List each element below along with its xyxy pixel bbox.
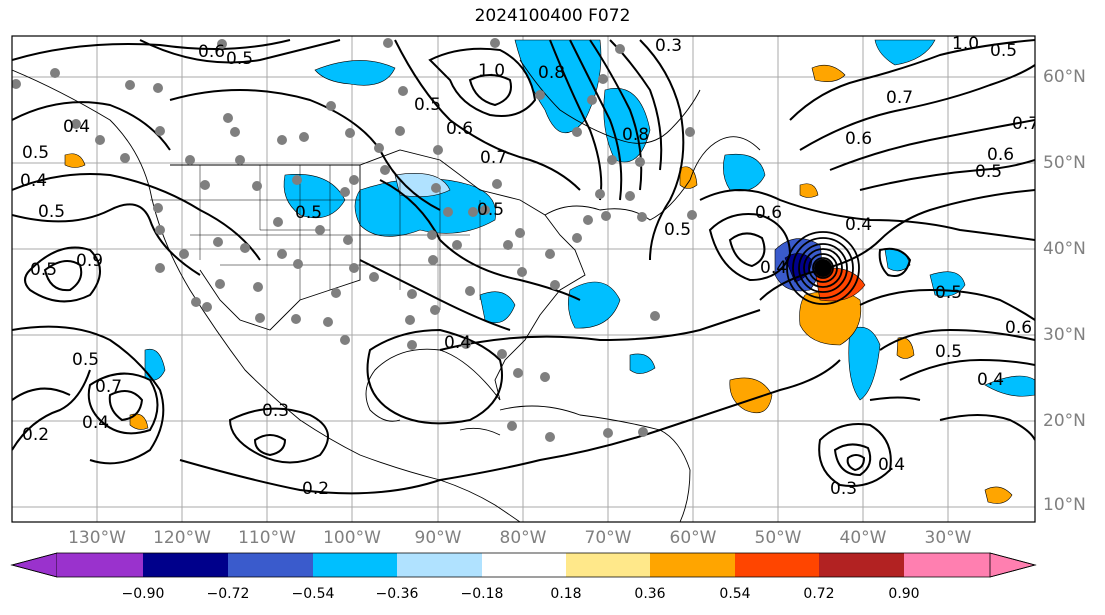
contour-label: 0.5 bbox=[22, 143, 49, 163]
lat-label: 30°N bbox=[1043, 325, 1086, 345]
contour-label: 0.7 bbox=[95, 377, 122, 397]
lon-label: 30°W bbox=[924, 528, 972, 548]
contour-label: 0.5 bbox=[414, 95, 441, 115]
contour-label: 0.4 bbox=[444, 333, 471, 353]
contour-label: 0.6 bbox=[198, 42, 225, 62]
contour-label: 0.6 bbox=[1005, 318, 1032, 338]
lon-label: 40°W bbox=[839, 528, 887, 548]
lon-label: 80°W bbox=[499, 528, 547, 548]
lon-label: 100°W bbox=[323, 528, 381, 548]
contour-label-group: 0.6 0.5 0.3 1.0 0.8 0.8 0.5 0.6 0.7 1.0 … bbox=[20, 34, 1039, 499]
colorbar-tick-label: 0.36 bbox=[634, 586, 666, 602]
lon-label: 50°W bbox=[754, 528, 802, 548]
contour-label: 0.8 bbox=[538, 63, 565, 83]
contour-label: 0.5 bbox=[664, 220, 691, 240]
lon-label: 90°W bbox=[414, 528, 462, 548]
map-title: 2024100400 F072 bbox=[474, 6, 631, 26]
contour-label: 0.4 bbox=[20, 171, 47, 191]
contour-label: 0.7 bbox=[1012, 114, 1039, 134]
gridlines bbox=[12, 36, 1035, 522]
contour-label: 0.4 bbox=[878, 455, 905, 475]
colorbar-tick-label: −0.36 bbox=[375, 586, 419, 602]
colorbar-tick-label: 0.90 bbox=[888, 586, 920, 602]
colorbar-segment bbox=[482, 553, 566, 577]
colorbar-segment bbox=[143, 553, 228, 577]
contour-label: 0.5 bbox=[72, 350, 99, 370]
colorbar-tick-label: −0.90 bbox=[121, 586, 165, 602]
colorbar-tick-label: −0.72 bbox=[206, 586, 250, 602]
contour-label: 0.7 bbox=[886, 88, 913, 108]
colorbar-segment bbox=[313, 553, 397, 577]
lon-label: 110°W bbox=[238, 528, 296, 548]
colorbar-segment bbox=[57, 553, 143, 577]
contour-label: 0.5 bbox=[935, 342, 962, 362]
colorbar-segment bbox=[650, 553, 735, 577]
state-borders bbox=[150, 165, 520, 310]
colorbar-tick-label: 0.72 bbox=[803, 586, 835, 602]
contour-label: 0.5 bbox=[935, 283, 962, 303]
colorbar-segment bbox=[735, 553, 819, 577]
lat-label: 40°N bbox=[1043, 239, 1086, 259]
contour-label: 0.7 bbox=[480, 148, 507, 168]
contour-label: 1.0 bbox=[952, 34, 979, 54]
contour-label: 0.4 bbox=[82, 413, 109, 433]
colorbar-extend-low bbox=[10, 552, 58, 578]
colorbar-extend-high bbox=[989, 552, 1037, 578]
colorbar-tick-label: −0.18 bbox=[460, 586, 504, 602]
colorbar-tick-label: 0.54 bbox=[719, 586, 751, 602]
contour-label: 0.9 bbox=[76, 251, 103, 271]
contour-label: 0.4 bbox=[977, 370, 1004, 390]
cyclone-contours bbox=[786, 231, 860, 305]
contour-label: 0.5 bbox=[975, 162, 1002, 182]
contour-label: 0.5 bbox=[30, 260, 57, 280]
contour-label: 0.4 bbox=[845, 215, 872, 235]
contour-label: 0.6 bbox=[755, 203, 782, 223]
lon-label: 120°W bbox=[153, 528, 211, 548]
contour-label: 0.2 bbox=[22, 425, 49, 445]
contour-label: 0.3 bbox=[262, 401, 289, 421]
colorbar-segment bbox=[228, 553, 313, 577]
colorbar-segment bbox=[397, 553, 482, 577]
contour-label: 0.6 bbox=[987, 145, 1014, 165]
contour-label: 0.5 bbox=[38, 202, 65, 222]
contour-label: 0.4 bbox=[63, 117, 90, 137]
contour-label: 0.6 bbox=[845, 129, 872, 149]
contour-label: 0.5 bbox=[226, 49, 253, 69]
contour-label: 0.2 bbox=[302, 479, 329, 499]
lat-label: 10°N bbox=[1043, 495, 1086, 515]
lon-label: 130°W bbox=[68, 528, 126, 548]
contour-label: 0.8 bbox=[622, 125, 649, 145]
contour-label: 0.5 bbox=[477, 200, 504, 220]
colorbar-segment bbox=[904, 553, 990, 577]
lat-label: 50°N bbox=[1043, 153, 1086, 173]
colorbar-segment bbox=[819, 553, 904, 577]
station-dots bbox=[12, 38, 697, 442]
contour-label: 0.5 bbox=[990, 41, 1017, 61]
colorbar-segment bbox=[566, 553, 650, 577]
contour-label: 0.3 bbox=[830, 479, 857, 499]
contour-lines bbox=[12, 39, 1035, 495]
coastlines bbox=[12, 59, 761, 522]
cyclone-center-marker bbox=[814, 259, 832, 277]
lat-label: 20°N bbox=[1043, 411, 1086, 431]
contour-label: 0.6 bbox=[446, 119, 473, 139]
lat-label: 60°N bbox=[1043, 67, 1086, 87]
contour-label: 0.5 bbox=[295, 203, 322, 223]
lon-label: 70°W bbox=[584, 528, 632, 548]
contour-label: 1.0 bbox=[478, 61, 505, 81]
lon-label: 60°W bbox=[669, 528, 717, 548]
contour-label: 0.3 bbox=[655, 36, 682, 56]
colorbar-tick-label: −0.54 bbox=[291, 586, 335, 602]
colorbar-tick-label: 0.18 bbox=[550, 586, 582, 602]
colorbar bbox=[10, 552, 1037, 578]
contour-label: 0.4 bbox=[760, 258, 787, 278]
